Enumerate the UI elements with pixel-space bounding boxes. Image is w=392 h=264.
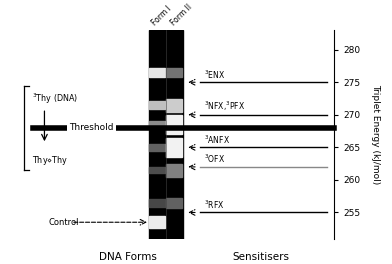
Text: Sensitisers: Sensitisers xyxy=(232,252,289,262)
Text: $^{3}$NFX,$^{3}$PFX: $^{3}$NFX,$^{3}$PFX xyxy=(203,100,245,113)
Text: $^{3}$OFX: $^{3}$OFX xyxy=(203,153,225,165)
Bar xyxy=(149,121,165,128)
Bar xyxy=(149,68,165,77)
Y-axis label: Triplet Energy (kJ/mol): Triplet Energy (kJ/mol) xyxy=(371,84,380,185)
Bar xyxy=(167,164,182,177)
Text: Form I: Form I xyxy=(151,4,174,27)
Text: Threshold: Threshold xyxy=(69,123,114,132)
Bar xyxy=(167,115,182,134)
Bar xyxy=(167,198,182,208)
Text: $^{3}$Thy (DNA): $^{3}$Thy (DNA) xyxy=(32,91,78,106)
Text: $^{3}$RFX: $^{3}$RFX xyxy=(203,199,224,211)
Text: DNA Forms: DNA Forms xyxy=(99,252,157,262)
Bar xyxy=(149,167,165,173)
Bar xyxy=(167,98,182,112)
Text: Control: Control xyxy=(48,218,79,227)
Bar xyxy=(149,30,183,238)
Bar xyxy=(149,199,165,207)
Bar xyxy=(167,68,182,77)
Text: Thy$\diamond$Thy: Thy$\diamond$Thy xyxy=(32,154,69,167)
Bar xyxy=(149,144,165,151)
Bar xyxy=(149,101,165,109)
Text: $^{3}$ANFX: $^{3}$ANFX xyxy=(203,133,230,146)
Bar xyxy=(167,138,182,157)
Text: Form II: Form II xyxy=(169,3,194,27)
Text: $^{3}$ENX: $^{3}$ENX xyxy=(203,68,225,81)
Bar xyxy=(149,216,165,228)
